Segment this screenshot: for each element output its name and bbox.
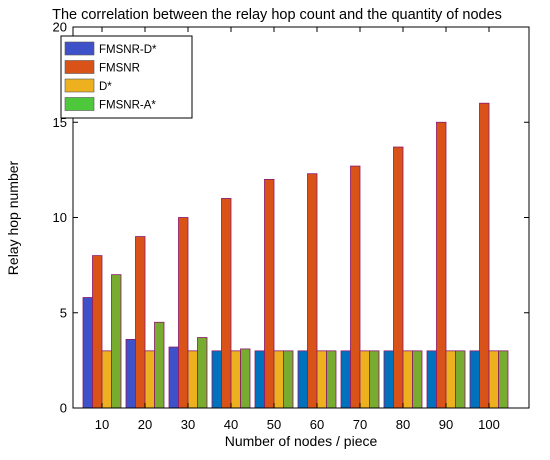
- y-tick-label: 5: [60, 305, 67, 320]
- x-axis: 10 20 30 40 50 60 70 80 90 100: [95, 27, 500, 432]
- x-tick-label: 20: [138, 417, 152, 432]
- x-axis-label: Number of nodes / piece: [225, 433, 378, 449]
- bar-d--30: [187, 350, 198, 409]
- chart-title: The correlation between the relay hop co…: [52, 7, 502, 23]
- bar-fmsnr-60: [307, 173, 318, 409]
- x-tick-label: 70: [353, 417, 367, 432]
- legend-swatch: [64, 78, 95, 93]
- bar-fmsnr-90: [436, 121, 447, 409]
- bar-d--60: [316, 350, 327, 409]
- x-tick-label: 60: [310, 417, 324, 432]
- x-tick-label: 30: [181, 417, 195, 432]
- x-tick-label: 90: [439, 417, 453, 432]
- bar-fmsnr-a--40: [240, 348, 251, 409]
- x-tick-label: 80: [396, 417, 410, 432]
- bar-fmsnr-30: [178, 217, 189, 409]
- bar-fmsnr-20: [135, 236, 146, 409]
- bar-fmsnr-a--70: [369, 350, 380, 409]
- bars-group: [82, 102, 509, 409]
- legend: FMSNR-D* FMSNR D* FMSNR-A*: [60, 35, 193, 119]
- legend-label: FMSNR-A*: [99, 100, 156, 112]
- bar-d--100: [488, 350, 499, 409]
- x-tick-label: 10: [95, 417, 109, 432]
- bar-fmsnr-d--40: [211, 350, 222, 409]
- bar-fmsnr-a--90: [455, 350, 466, 409]
- legend-label: FMSNR-D*: [99, 44, 157, 56]
- bar-fmsnr-a--30: [197, 337, 208, 409]
- legend-swatch: [64, 97, 95, 111]
- bar-fmsnr-a--50: [283, 350, 294, 409]
- y-axis-label: Relay hop number: [5, 160, 21, 275]
- bar-fmsnr-a--10: [111, 274, 122, 409]
- legend-swatch: [64, 41, 95, 56]
- bar-d--40: [230, 350, 241, 409]
- bar-fmsnr-d--100: [469, 350, 480, 409]
- bar-fmsnr-d--60: [297, 350, 308, 409]
- bar-fmsnr-40: [221, 198, 232, 409]
- bar-fmsnr-d--50: [254, 350, 265, 409]
- legend-label: D*: [99, 81, 112, 93]
- bar-d--20: [144, 350, 155, 409]
- x-tick-label: 100: [478, 417, 500, 432]
- bar-d--70: [359, 350, 370, 409]
- legend-label: FMSNR: [99, 63, 140, 75]
- y-tick-label: 20: [53, 20, 67, 35]
- x-tick-label: 50: [267, 417, 281, 432]
- bar-fmsnr-d--10: [82, 297, 93, 409]
- bar-fmsnr-a--60: [326, 350, 337, 409]
- bar-d--10: [101, 350, 112, 409]
- bar-fmsnr-d--20: [125, 339, 136, 409]
- bar-fmsnr-d--30: [168, 346, 179, 409]
- x-tick-label: 40: [224, 417, 238, 432]
- bar-fmsnr-d--90: [426, 350, 437, 409]
- y-tick-label: 0: [60, 401, 67, 416]
- y-tick-label: 10: [53, 210, 67, 225]
- bar-fmsnr-a--20: [154, 321, 165, 409]
- bar-d--80: [402, 350, 413, 409]
- bar-fmsnr-70: [350, 165, 361, 409]
- bar-fmsnr-100: [479, 102, 490, 409]
- bar-fmsnr-10: [92, 255, 103, 409]
- bar-fmsnr-80: [393, 146, 404, 409]
- legend-swatch: [64, 60, 95, 74]
- bar-fmsnr-50: [264, 178, 275, 409]
- bar-d--90: [445, 350, 456, 409]
- bar-fmsnr-a--80: [412, 350, 423, 409]
- bar-fmsnr-d--80: [383, 350, 394, 409]
- bar-fmsnr-a--100: [498, 350, 509, 409]
- bar-fmsnr-d--70: [340, 350, 351, 409]
- bar-d--50: [273, 350, 284, 409]
